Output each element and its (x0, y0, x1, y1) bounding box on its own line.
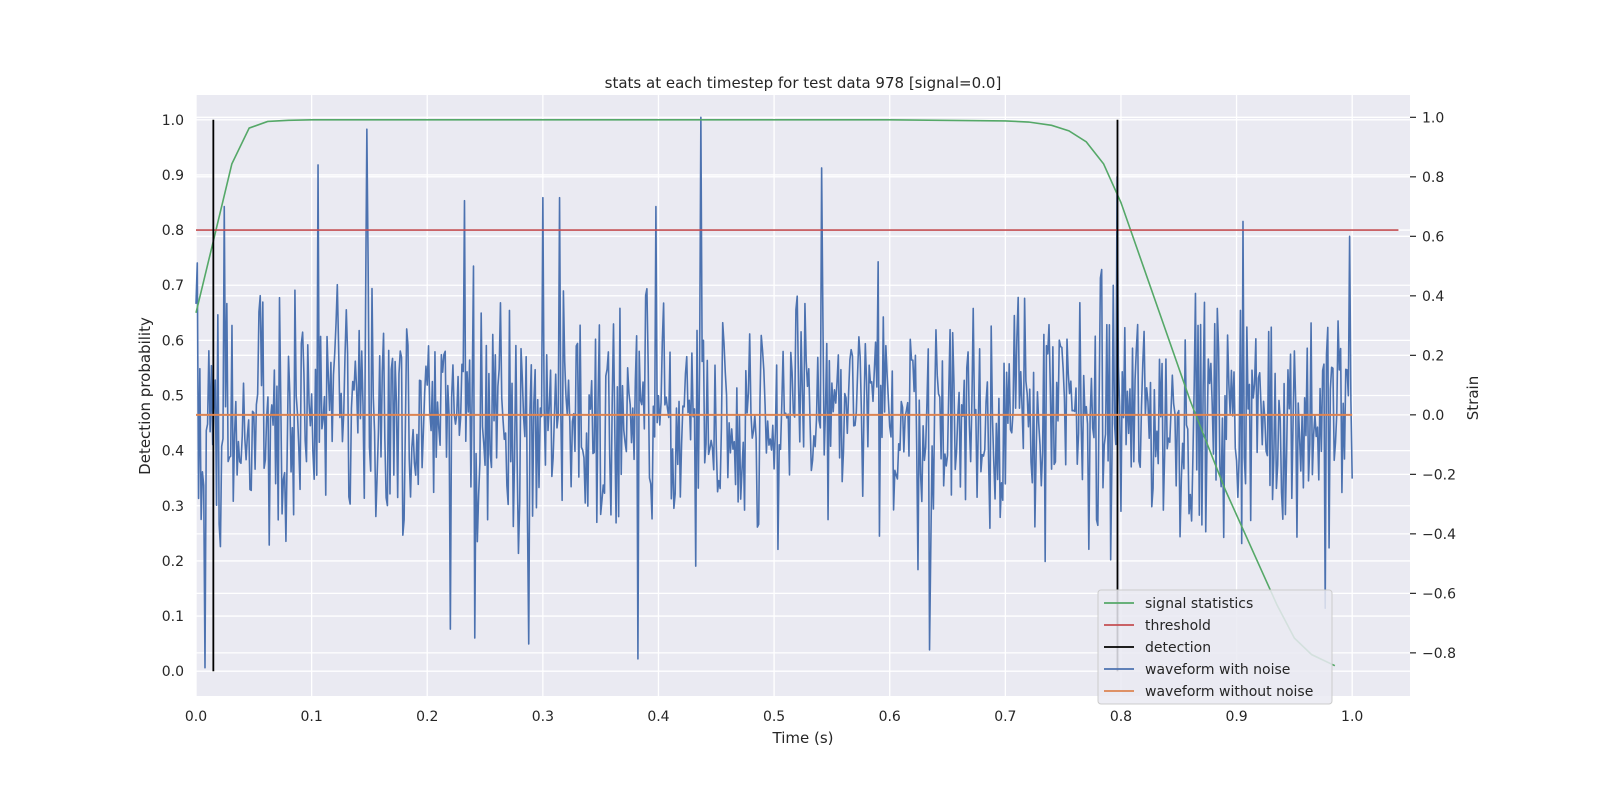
y-tick-label: 0.5 (162, 389, 184, 405)
y2-tick-label: −0.6 (1422, 586, 1456, 602)
y2-tick-label: 1.0 (1422, 110, 1444, 126)
x-tick-label: 0.8 (1110, 709, 1132, 725)
x-tick-label: 0.4 (647, 709, 669, 725)
y2-tick-label: 0.4 (1422, 289, 1444, 305)
y2-tick-label: 0.8 (1422, 170, 1444, 186)
y-tick-label: 0.4 (162, 444, 184, 460)
x-axis-label: Time (s) (772, 729, 834, 747)
y2-tick-label: −0.8 (1422, 646, 1456, 662)
y2-tick-label: −0.4 (1422, 527, 1456, 543)
y-tick-label: 0.8 (162, 223, 184, 239)
y2-tick-label: 0.2 (1422, 348, 1444, 364)
y-tick-label: 0.9 (162, 168, 184, 184)
x-axis-ticks: 0.0 0.1 0.2 0.3 0.4 0.5 0.6 0.7 0.8 0.9 1.0 (185, 709, 1363, 725)
legend-label: signal statistics (1145, 596, 1253, 612)
y-tick-label: 1.0 (162, 113, 184, 129)
series-layer (195, 116, 1399, 672)
legend: signal statistics threshold detection wavef… (1097, 589, 1333, 705)
legend-label: detection (1145, 640, 1211, 656)
y-tick-label: 0.7 (162, 278, 184, 294)
y-tick-label: 0.2 (162, 554, 184, 570)
legend-label: waveform with noise (1145, 662, 1290, 678)
legend-label: waveform without noise (1145, 684, 1313, 700)
y2-tick-label: 0.6 (1422, 229, 1444, 245)
y-tick-label: 0.6 (162, 333, 184, 349)
y-tick-label: 0.3 (162, 499, 184, 515)
y2-tick-label: 0.0 (1422, 408, 1444, 424)
y-axis-ticks: 0.0 0.1 0.2 0.3 0.4 0.5 0.6 0.7 0.8 0.9 1.0 (162, 113, 184, 680)
x-tick-label: 0.7 (994, 709, 1016, 725)
y-tick-label: 0.0 (162, 664, 184, 680)
x-tick-label: 0.0 (185, 709, 207, 725)
x-tick-label: 1.0 (1341, 709, 1363, 725)
y2-axis-label: Strain (1464, 376, 1482, 420)
legend-box (1097, 589, 1333, 705)
series-signal-statistics (195, 119, 1336, 667)
chart-title: stats at each timestep for test data 978… (605, 74, 1002, 92)
x-tick-label: 0.2 (416, 709, 438, 725)
y2-tick-label: −0.2 (1422, 467, 1456, 483)
x-tick-label: 0.1 (300, 709, 322, 725)
y2-axis-ticks: −0.8 −0.6 −0.4 −0.2 0.0 0.2 0.4 0.6 0.8 1.0 (1410, 110, 1456, 662)
y-axis-label: Detection probability (136, 317, 154, 475)
series-waveform-with-noise (195, 116, 1353, 669)
x-tick-label: 0.6 (879, 709, 901, 725)
x-tick-label: 0.9 (1225, 709, 1247, 725)
y-tick-label: 0.1 (162, 609, 184, 625)
x-tick-label: 0.3 (532, 709, 554, 725)
legend-label: threshold (1145, 618, 1211, 634)
x-tick-label: 0.5 (763, 709, 785, 725)
